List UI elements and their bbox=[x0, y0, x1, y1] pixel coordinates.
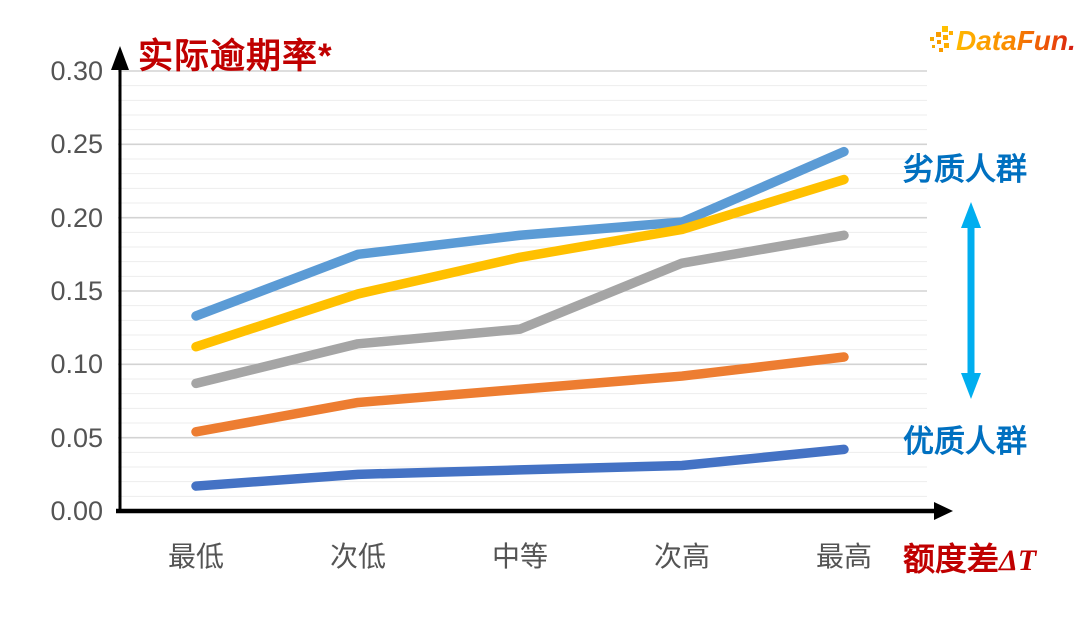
logo-pixel bbox=[932, 45, 935, 48]
logo-pixel bbox=[949, 31, 953, 35]
annotation-good-population: 优质人群 bbox=[903, 424, 1027, 459]
y-tick-label: 0.15 bbox=[50, 276, 103, 306]
logo-pixel bbox=[936, 32, 941, 37]
series-3-gray bbox=[191, 230, 849, 389]
series-1-light-blue bbox=[191, 146, 849, 321]
logo-pixel bbox=[937, 40, 941, 44]
y-tick-label: 0.30 bbox=[50, 56, 103, 86]
annotation-bad-population: 劣质人群 bbox=[903, 152, 1027, 187]
x-axis-title: 额度差ΔT bbox=[903, 534, 1036, 580]
y-axis-arrowhead-icon bbox=[111, 46, 129, 70]
x-axis-title-symbol: ΔT bbox=[999, 544, 1037, 577]
logo-pixel bbox=[942, 26, 948, 32]
series-5-dark-blue bbox=[191, 444, 849, 491]
datafun-logo: DataFun. bbox=[928, 22, 1076, 60]
x-axis-arrowhead-icon bbox=[934, 502, 953, 520]
arrow-down-head-icon bbox=[961, 373, 981, 399]
logo-pixel bbox=[944, 43, 949, 48]
x-tick-label: 次低 bbox=[329, 541, 386, 572]
arrow-up-head-icon bbox=[961, 202, 981, 228]
x-tick-label: 最低 bbox=[167, 541, 224, 572]
x-tick-label: 最高 bbox=[815, 541, 872, 572]
logo-pixel bbox=[943, 35, 948, 40]
series-2-yellow bbox=[191, 174, 849, 352]
x-axis-title-text: 额度差 bbox=[903, 541, 1000, 577]
x-tick-label: 中等 bbox=[491, 541, 548, 572]
series-4-orange bbox=[191, 352, 849, 437]
y-tick-label: 0.10 bbox=[50, 349, 103, 380]
y-tick-label: 0.20 bbox=[50, 202, 103, 233]
logo-pixel-mosaic-icon bbox=[930, 26, 953, 52]
x-tick-label: 次高 bbox=[653, 541, 710, 572]
y-axis-title: 实际逾期率* bbox=[138, 37, 333, 76]
logo-pixel bbox=[939, 48, 943, 52]
logo-text: DataFun. bbox=[956, 25, 1076, 56]
logo-pixel bbox=[930, 37, 934, 41]
y-tick-label: 0.00 bbox=[50, 496, 103, 526]
y-tick-label: 0.05 bbox=[50, 422, 103, 453]
y-tick-label: 0.25 bbox=[50, 129, 103, 160]
